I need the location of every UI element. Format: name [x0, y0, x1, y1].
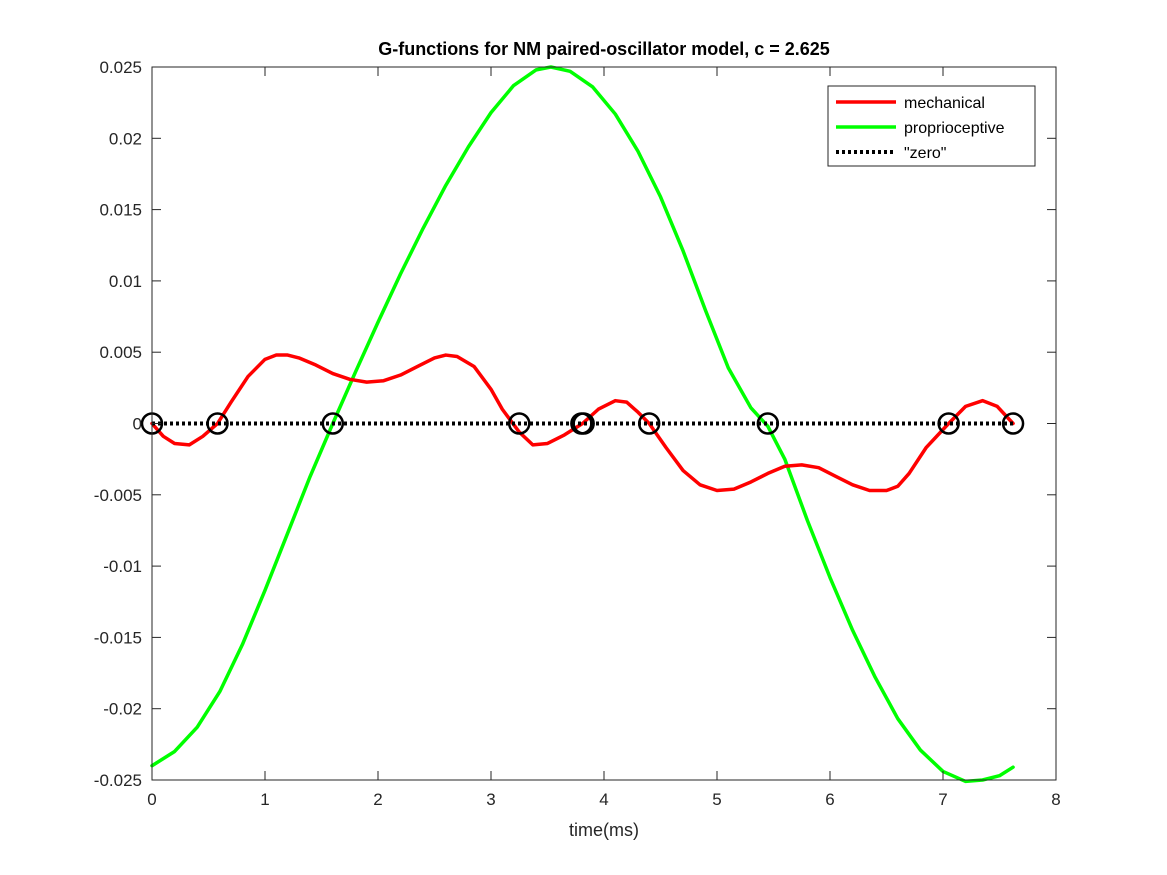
y-tick-label: 0.005 [99, 343, 142, 362]
x-axis: 0 1 2 3 4 5 6 7 8 [147, 67, 1061, 809]
x-tick-label: 8 [1051, 790, 1060, 809]
zero-crossing-marker [756, 412, 780, 435]
y-tick-label: -0.01 [103, 557, 142, 576]
legend: mechanical proprioceptive "zero" [827, 85, 1036, 167]
zero-crossing-marker [637, 412, 661, 435]
y-tick-label: 0.01 [109, 272, 142, 291]
y-tick-label: 0.02 [109, 129, 142, 148]
series-line-proprioceptive [150, 65, 1015, 784]
zero-crossing-marker [937, 412, 960, 435]
zero-crossing-marker [206, 412, 229, 435]
legend-label-mechanical: mechanical [904, 95, 985, 112]
y-axis: -0.025 -0.02 -0.015 -0.01 -0.005 0 0.005 0.01 0.… [94, 58, 1056, 790]
y-tick-label: 0 [133, 415, 142, 434]
series-line-mechanical [150, 353, 1015, 493]
y-tick-label: 0.015 [99, 201, 142, 220]
zero-crossing-marker [1001, 412, 1025, 435]
x-axis-label: time(ms) [569, 820, 639, 840]
data-layer [140, 65, 1025, 784]
x-tick-label: 4 [599, 790, 608, 809]
legend-label-proprioceptive: proprioceptive [904, 120, 1005, 137]
y-tick-label: -0.015 [94, 628, 142, 647]
y-tick-label: -0.025 [94, 771, 142, 790]
chart-title: G-functions for NM paired-oscillator mod… [378, 39, 830, 59]
zero-crossing-marker [572, 412, 595, 435]
x-tick-label: 3 [486, 790, 495, 809]
x-tick-label: 2 [373, 790, 382, 809]
zero-crossing-marker [321, 412, 345, 435]
y-tick-label: -0.02 [103, 700, 142, 719]
x-tick-label: 1 [260, 790, 269, 809]
x-tick-label: 7 [938, 790, 947, 809]
y-tick-label: -0.005 [94, 486, 142, 505]
legend-label-zero: "zero" [904, 145, 946, 162]
y-tick-label: 0.025 [99, 58, 142, 77]
x-tick-label: 0 [147, 790, 156, 809]
x-tick-label: 6 [825, 790, 834, 809]
zero-crossing-marker [508, 412, 531, 435]
x-tick-label: 5 [712, 790, 721, 809]
